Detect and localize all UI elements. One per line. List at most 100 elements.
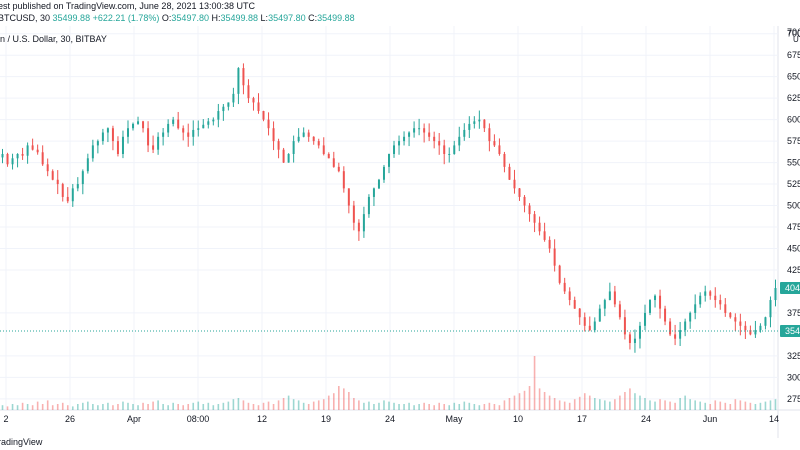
candle-body	[137, 121, 140, 124]
volume-bar	[624, 392, 626, 410]
candle-body	[272, 128, 275, 142]
candle-body	[628, 334, 631, 343]
candle-body	[142, 121, 145, 129]
candle-body	[453, 145, 456, 154]
price-chart[interactable]: 700 675 650 625 600 575 550 525 500 475 450 425 375 3…	[0, 26, 800, 438]
volume-bar	[468, 402, 471, 410]
candle-body	[633, 338, 636, 343]
candle-body	[147, 128, 150, 146]
candle-body	[182, 128, 185, 133]
price-label-box	[780, 324, 800, 337]
candle-body	[257, 102, 260, 112]
candle-body	[377, 179, 380, 189]
volume-bar	[307, 404, 310, 410]
volume-bar	[61, 402, 64, 410]
candle-body	[162, 132, 165, 137]
candle-body	[367, 196, 370, 215]
candle-body	[292, 141, 295, 154]
candle-body	[593, 321, 596, 331]
y-tick-label: 475	[787, 222, 800, 232]
volume-bar	[147, 404, 149, 410]
candle-body	[654, 295, 657, 301]
volume-bar	[343, 388, 345, 410]
candle-body	[398, 141, 401, 146]
volume-bar	[353, 398, 355, 410]
candle-body	[172, 119, 175, 124]
volume-bar	[327, 395, 330, 410]
candle-body	[157, 136, 160, 150]
volume-bar	[172, 402, 174, 410]
volume-bar	[363, 402, 365, 410]
volume-bar	[287, 395, 290, 410]
candle-body	[372, 188, 375, 197]
volume-bar	[282, 398, 285, 410]
volume-bar	[629, 388, 631, 410]
volume-bar	[553, 398, 556, 410]
candle-body	[152, 145, 155, 150]
candle-body	[553, 248, 556, 266]
low-label: L:	[260, 13, 269, 23]
candle-body	[322, 145, 325, 154]
volume-bar	[498, 405, 501, 410]
volume-bar	[503, 400, 506, 410]
volume-bar	[332, 393, 335, 410]
candle-body	[282, 149, 285, 163]
chart-area[interactable]: 700 675 650 625 600 575 550 525 500 475 450 425 375 3…	[0, 26, 800, 438]
volume-bar	[117, 404, 119, 410]
volume-bar	[604, 400, 606, 410]
candle-body	[583, 317, 586, 326]
x-tick-label: 26	[65, 414, 75, 424]
x-tick-label: 24	[385, 414, 395, 424]
candle-body	[413, 128, 416, 133]
y-tick-label: 325	[787, 351, 800, 361]
candle-body	[623, 317, 626, 335]
candle-body	[187, 132, 190, 137]
volume-bar	[227, 401, 230, 410]
candle-body	[302, 132, 305, 137]
volume-bar	[267, 401, 270, 410]
volume-bar	[528, 386, 531, 410]
volume-bar	[729, 404, 732, 410]
volume-bar	[649, 400, 651, 410]
y-tick-label: 500	[787, 201, 800, 211]
candle-body	[337, 166, 340, 172]
volume-bar	[744, 401, 747, 410]
candle-body	[573, 300, 576, 309]
candle-body	[262, 111, 265, 120]
volume-bar	[694, 400, 696, 410]
volume-bar	[388, 401, 390, 410]
candle-body	[46, 164, 49, 172]
candle-body	[81, 171, 84, 185]
candle-body	[91, 145, 94, 159]
volume-bar	[338, 386, 340, 410]
volume-bar	[122, 401, 124, 410]
volume-bar	[132, 404, 134, 410]
volume-bar	[373, 404, 375, 410]
volume-bar	[588, 395, 591, 410]
candle-body	[71, 188, 74, 202]
candle-body	[96, 141, 99, 146]
candle-body	[749, 330, 752, 335]
candle-body	[508, 166, 511, 180]
x-tick-label: May	[445, 414, 463, 424]
y-tick-label: 625	[787, 93, 800, 103]
candle-body	[116, 141, 119, 154]
volume-bar	[66, 405, 69, 410]
volume-bar	[538, 388, 541, 410]
candle-body	[714, 295, 717, 301]
candle-body	[31, 145, 34, 150]
candle-body	[603, 300, 606, 309]
candle-body	[106, 128, 109, 133]
volume-bar	[21, 402, 24, 410]
volume-bar	[393, 402, 395, 410]
volume-bar	[513, 395, 516, 410]
candle-body	[36, 149, 39, 153]
candle-body	[769, 300, 772, 318]
volume-bar	[774, 399, 777, 410]
volume-bar	[593, 398, 596, 410]
candle-body	[423, 128, 426, 133]
volume-bar	[182, 405, 185, 410]
volume-bar	[418, 404, 420, 410]
volume-bar	[217, 404, 220, 410]
volume-bar	[312, 401, 315, 410]
